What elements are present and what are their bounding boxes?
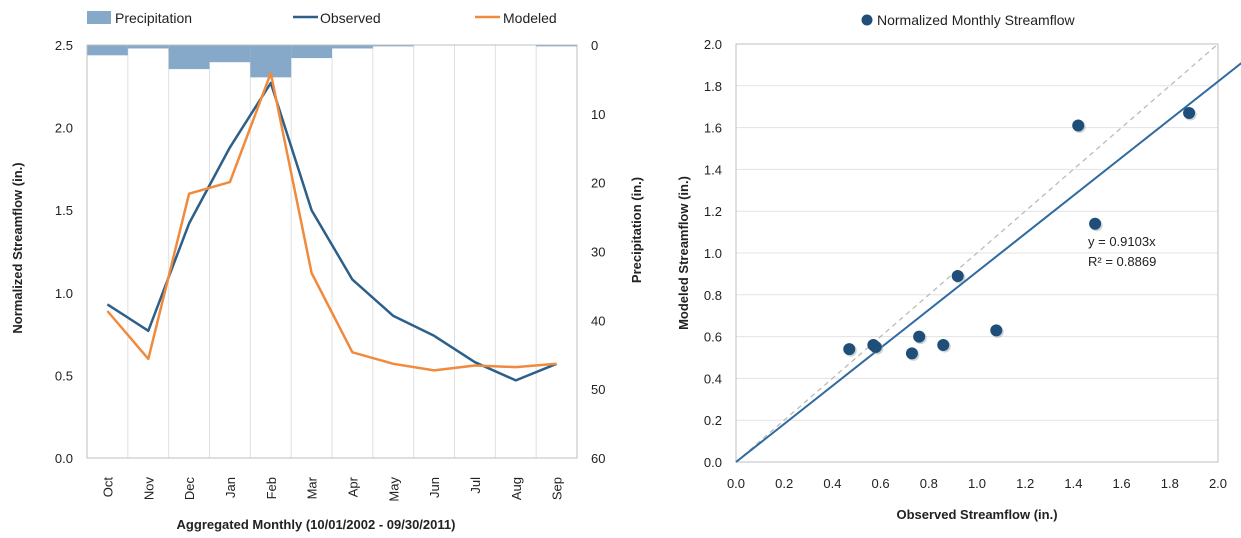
month-tick-label: Mar [305,476,320,499]
scatter-y-tick-label: 0.6 [704,330,722,345]
scatter-y-tick-label: 1.4 [704,162,722,177]
month-tick-label: Apr [345,476,360,497]
left-y-tick-label: 0.5 [55,368,73,383]
right-y-tick-labels: 0 10 20 30 40 50 60 [591,38,605,466]
scatter-point [937,338,950,351]
scatter-points [843,106,1197,361]
scatter-point [951,269,964,282]
scatter-x-tick-label: 0.6 [872,476,890,491]
scatter-point [990,324,1003,337]
one-to-one-line [735,43,1219,463]
left-y-tick-label: 2.0 [55,121,73,136]
left-y-tick-label: 1.5 [55,203,73,218]
scatter-y-tick-label: 1.6 [704,121,722,136]
precipitation-bar [332,45,373,49]
right-y-tick-label: 20 [591,176,605,191]
legend-label-observed: Observed [320,10,381,26]
precipitation-bar [168,45,210,70]
r-squared-label: R² = 0.8869 [1088,254,1156,269]
scatter-y-tick-label: 1.0 [704,246,722,261]
legend-label-precipitation: Precipitation [115,10,192,26]
month-tick-label: May [386,477,401,502]
scatter-y-tick-label: 0.2 [704,413,722,428]
scatter-y-tick-label: 0.8 [704,288,722,303]
legend-marker-streamflow [861,14,873,26]
scatter-y-tick-label: 1.8 [704,79,722,94]
legend-label-streamflow: Normalized Monthly Streamflow [877,12,1076,28]
scatter-gridlines [736,85,1218,421]
precipitation-bar [127,45,169,49]
scatter-x-tick-label: 0.2 [775,476,793,491]
right-y-tick-label: 10 [591,107,605,122]
scatter-x-tick-label: 1.4 [1064,476,1082,491]
modeled-vs-observed-scatter: 0.0 0.2 0.4 0.6 0.8 1.0 1.2 1.4 1.6 1.8 2.0 0.0 0.2… [676,12,1241,522]
month-tick-label: Dec [182,477,197,501]
trendline-equation: y = 0.9103x [1088,234,1156,249]
scatter-point [869,341,882,354]
scatter-x-tick-labels: 0.0 0.2 0.4 0.6 0.8 1.0 1.2 1.4 1.6 1.8 2.0 [727,476,1227,491]
scatter-x-axis-title: Observed Streamflow (in.) [896,507,1057,522]
scatter-x-tick-label: 2.0 [1209,476,1227,491]
scatter-y-tick-label: 0.0 [704,455,722,470]
series-line-modeled [106,71,557,372]
scatter-x-tick-label: 0.4 [823,476,841,491]
reference-lines [735,43,1241,463]
legend-label-modeled: Modeled [503,10,557,26]
month-tick-label: Oct [100,477,115,498]
streamflow-precipitation-chart: 0.0 0.5 1.0 1.5 2.0 2.5 0 10 20 30 40 50 60 Oct Nov D… [10,10,644,532]
scatter-point [1072,119,1085,132]
left-plot-border [86,44,578,459]
precipitation-bar [87,45,128,56]
month-tick-label: Jun [427,477,442,498]
month-tick-label: Sep [550,477,565,500]
left-y-axis-title: Normalized Streamflow (in.) [10,162,25,333]
precipitation-bar [291,45,332,59]
scatter-point [1183,106,1196,119]
right-y-axis-title: Precipitation (in.) [629,177,644,283]
right-y-tick-label: 30 [591,245,605,260]
right-y-tick-label: 50 [591,382,605,397]
left-y-tick-label: 1.0 [55,286,73,301]
scatter-y-tick-labels: 0.0 0.2 0.4 0.6 0.8 1.0 1.2 1.4 1.6 1.8 2.0 [704,37,722,470]
precipitation-bar [209,45,251,63]
left-legend: Precipitation Observed Modeled [87,10,557,26]
scatter-point [843,343,856,356]
right-y-tick-label: 0 [591,38,598,53]
scatter-y-tick-label: 0.4 [704,371,722,386]
scatter-x-tick-label: 0.0 [727,476,745,491]
month-tick-labels: Oct Nov Dec Jan Feb Mar Apr May Jun Jul Aug Sep [100,476,564,501]
right-y-tick-label: 40 [591,313,605,328]
scatter-y-axis-title: Modeled Streamflow (in.) [676,176,691,330]
left-y-tick-label: 0.0 [55,451,73,466]
precipitation-bar [372,45,414,47]
scatter-legend: Normalized Monthly Streamflow [861,12,1076,28]
scatter-point [905,347,918,360]
scatter-y-tick-label: 1.2 [704,204,722,219]
left-y-tick-labels: 0.0 0.5 1.0 1.5 2.0 2.5 [55,38,73,466]
scatter-plot-border [735,43,1219,463]
scatter-x-tick-label: 1.2 [1016,476,1034,491]
month-tick-label: Feb [264,477,279,499]
month-tick-label: Aug [509,477,524,500]
streamflow-lines [106,71,558,382]
scatter-y-tick-label: 2.0 [704,37,722,52]
left-x-axis-title: Aggregated Monthly (10/01/2002 - 09/30/2… [177,517,456,532]
right-y-tick-label: 60 [591,451,605,466]
left-gridlines [127,45,537,458]
scatter-x-tick-label: 0.8 [920,476,938,491]
scatter-x-tick-label: 1.8 [1161,476,1179,491]
scatter-x-tick-label: 1.6 [1113,476,1131,491]
month-tick-label: Jan [223,477,238,498]
trendline [735,62,1241,463]
left-y-tick-label: 2.5 [55,38,73,53]
scatter-x-tick-label: 1.0 [968,476,986,491]
legend-swatch-precipitation [87,11,111,24]
month-tick-label: Jul [468,477,483,494]
scatter-point [1089,217,1102,230]
scatter-point [913,330,926,343]
month-tick-label: Nov [141,477,156,501]
precipitation-bar [536,45,577,47]
